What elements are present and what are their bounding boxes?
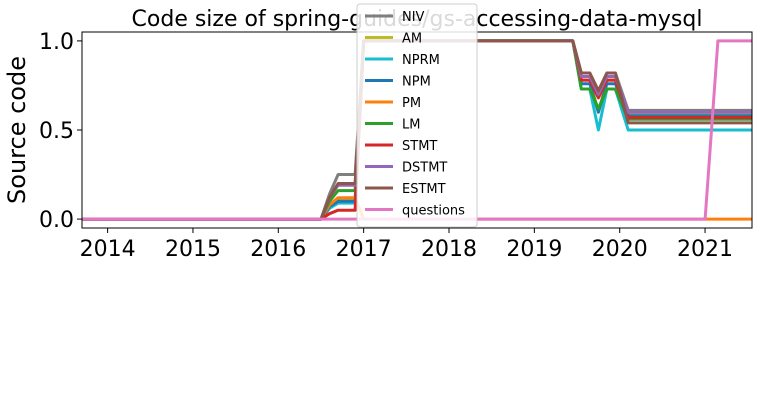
legend-label: ESTMT xyxy=(402,182,446,197)
x-tick-label: 2016 xyxy=(250,237,306,262)
x-tick-label: 2018 xyxy=(421,237,477,262)
x-tick-label: 2017 xyxy=(336,237,392,262)
legend-label: DSTMT xyxy=(402,161,447,176)
x-tick-label: 2015 xyxy=(165,237,221,262)
legend-label: NPRM xyxy=(402,53,440,68)
legend: NIV AM NPRM NPM PM LM STMT DSTMT ESTMT questions xyxy=(356,3,478,228)
legend-label: PM xyxy=(402,96,421,111)
legend-label: LM xyxy=(402,118,420,133)
y-tick-label: 1.0 xyxy=(39,30,74,55)
series-line-estmt xyxy=(82,39,752,221)
legend-label: STMT xyxy=(402,139,437,154)
x-tick-label: 2021 xyxy=(677,237,733,262)
series-layer xyxy=(82,39,752,221)
y-tick-label: 0.5 xyxy=(39,119,74,144)
x-tick-label: 2019 xyxy=(506,237,562,262)
legend-label: NPM xyxy=(402,75,431,90)
x-tick-label: 2020 xyxy=(592,237,648,262)
x-tick-label: 2014 xyxy=(80,237,136,262)
legend-label: questions xyxy=(402,204,465,219)
y-axis-label: Source code xyxy=(3,56,31,204)
y-tick-label: 0.0 xyxy=(39,208,74,233)
legend-label: NIV xyxy=(402,10,425,25)
legend-label: AM xyxy=(402,32,422,47)
